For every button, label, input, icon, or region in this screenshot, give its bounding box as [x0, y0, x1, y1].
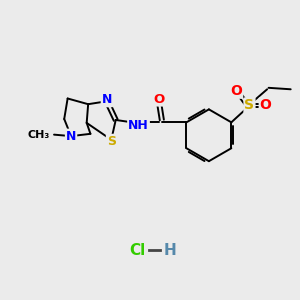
Text: H: H	[163, 243, 176, 258]
Text: Cl: Cl	[129, 243, 146, 258]
Text: N: N	[66, 130, 76, 142]
Text: S: S	[107, 135, 116, 148]
Text: NH: NH	[128, 119, 149, 132]
Text: O: O	[260, 98, 272, 112]
Text: O: O	[230, 84, 242, 98]
Text: N: N	[102, 93, 112, 106]
Text: O: O	[153, 92, 164, 106]
Text: CH₃: CH₃	[28, 130, 50, 140]
Text: S: S	[244, 98, 254, 112]
